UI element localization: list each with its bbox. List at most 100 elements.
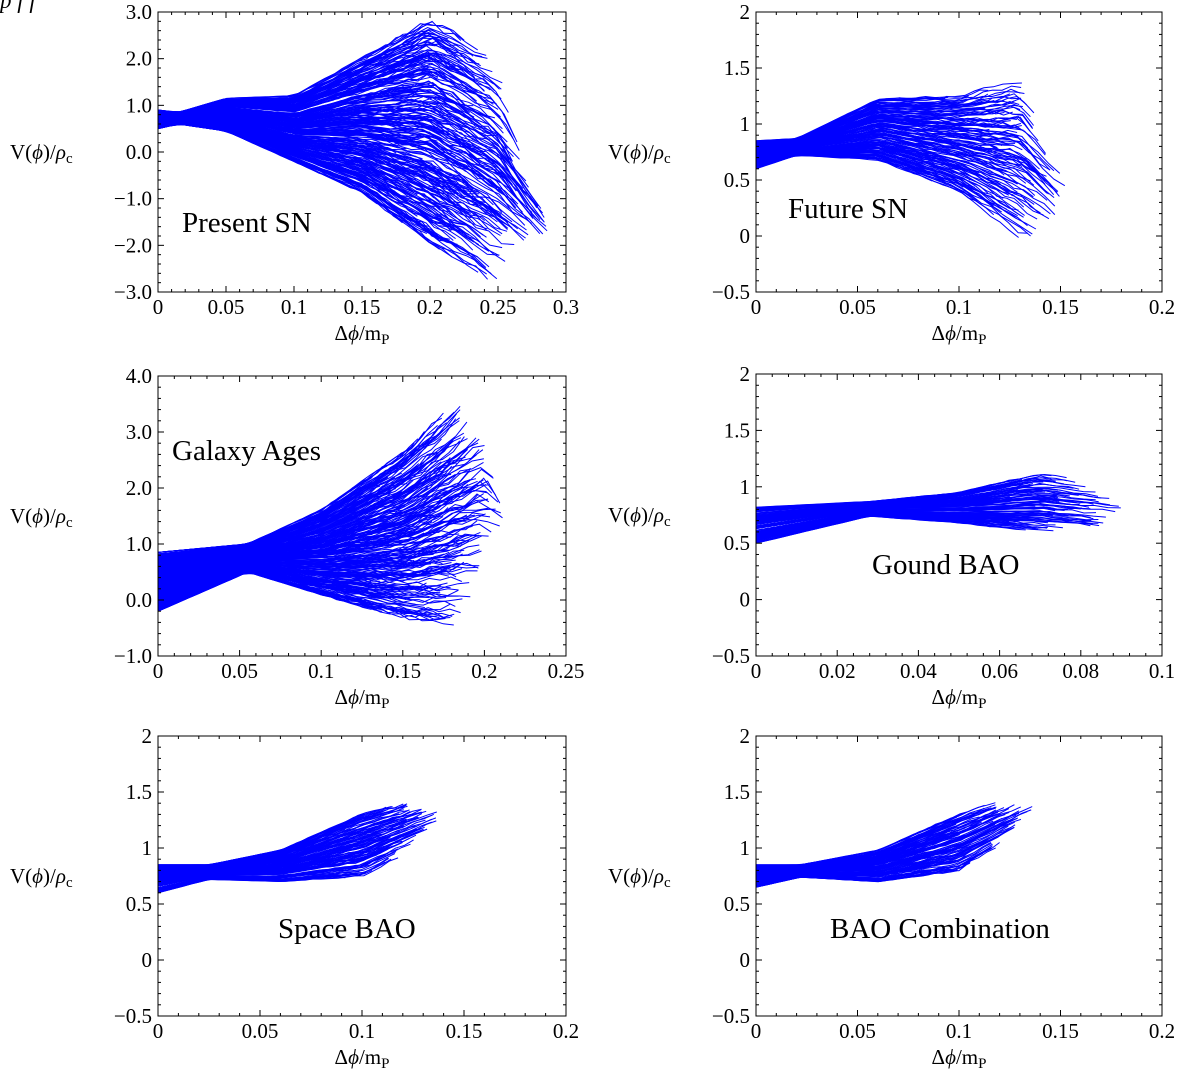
curve	[756, 154, 978, 202]
curve	[756, 812, 995, 870]
curve	[158, 506, 352, 563]
curve	[158, 500, 503, 583]
y-tick-label: 0.0	[126, 140, 152, 164]
x-tick-label: 0	[751, 659, 762, 683]
x-tick-label: 0	[153, 659, 164, 683]
x-tick-label: 0.1	[308, 659, 334, 683]
curve	[158, 570, 372, 609]
y-axis-label: V(ϕ)/ρc	[608, 864, 671, 891]
curve	[158, 551, 462, 593]
panel-annotation: Galaxy Ages	[172, 435, 321, 467]
x-tick-label: 0.15	[384, 659, 421, 683]
curve	[756, 478, 1019, 508]
curve	[158, 477, 396, 560]
y-tick-label: 2	[740, 0, 751, 24]
x-tick-label: 0	[751, 1019, 762, 1043]
x-tick-label: 0.05	[242, 1019, 279, 1043]
x-tick-label: 0.08	[1062, 659, 1099, 683]
curve	[158, 23, 462, 113]
curve	[756, 510, 1094, 533]
y-tick-label: 2	[740, 362, 751, 386]
x-tick-label: 0.06	[981, 659, 1018, 683]
y-tick-label: 0	[740, 948, 751, 972]
curve	[158, 421, 468, 561]
curve	[158, 97, 508, 149]
curve	[756, 515, 999, 544]
curve	[756, 824, 978, 873]
curve	[756, 502, 1085, 527]
line-bundle	[158, 803, 437, 894]
y-tick-label: 2	[142, 724, 153, 748]
curve	[756, 143, 1002, 185]
y-tick-label: 0.5	[724, 531, 750, 555]
x-tick-label: 0.2	[553, 1019, 579, 1043]
y-tick-label: −1.0	[114, 187, 152, 211]
x-tick-label: 0.2	[1149, 295, 1175, 319]
curve	[756, 129, 1060, 197]
curve	[158, 449, 484, 570]
x-axis-label: Δϕ/mP	[335, 321, 390, 348]
y-tick-label: −0.5	[114, 1004, 152, 1028]
y-tick-label: 1	[740, 836, 751, 860]
curve	[158, 512, 485, 585]
curve	[158, 120, 460, 207]
curve	[158, 816, 419, 876]
curve	[158, 567, 407, 603]
x-tick-label: 0.15	[446, 1019, 483, 1043]
line-bundle	[756, 802, 1033, 888]
y-tick-label: 0.0	[126, 588, 152, 612]
x-tick-label: 0.1	[1149, 659, 1175, 683]
curve	[158, 569, 392, 607]
y-tick-label: 1	[740, 475, 751, 499]
curve	[756, 100, 957, 143]
curve	[756, 816, 958, 866]
x-tick-label: 0.02	[819, 659, 856, 683]
x-axis-label: Δϕ/mP	[932, 685, 987, 712]
x-tick-label: 0.1	[349, 1019, 375, 1043]
curve	[158, 834, 401, 882]
curve	[756, 146, 1025, 208]
curve	[756, 497, 1081, 524]
y-axis-label: V(ϕ)/ρc	[608, 140, 671, 167]
y-tick-label: 2.0	[126, 476, 152, 500]
curve	[756, 867, 943, 886]
curve	[158, 80, 503, 130]
curve	[158, 43, 460, 114]
curve	[158, 535, 469, 590]
x-tick-label: 0.25	[480, 295, 517, 319]
panel-annotation: Future SN	[788, 193, 908, 225]
x-tick-label: 0.15	[1042, 1019, 1079, 1043]
x-tick-label: 0.2	[1149, 1019, 1175, 1043]
y-axis-label: V(ϕ)/ρc	[10, 864, 73, 891]
y-tick-label: 0	[142, 948, 153, 972]
curve	[158, 116, 523, 213]
x-tick-label: 0.15	[1042, 295, 1079, 319]
x-axis-label: Δϕ/mP	[335, 685, 390, 712]
x-tick-label: 0.05	[208, 295, 245, 319]
curve	[756, 150, 934, 170]
y-tick-label: 3.0	[126, 0, 152, 24]
curve	[756, 133, 1007, 167]
curve	[756, 484, 1031, 514]
y-axis-label: V(ϕ)/ρc	[10, 504, 73, 531]
curve	[756, 514, 1034, 540]
curve	[158, 494, 353, 556]
x-tick-label: 0.3	[553, 295, 579, 319]
curve	[756, 841, 992, 884]
x-tick-label: 0.2	[417, 295, 443, 319]
curve	[756, 835, 966, 875]
curve	[756, 511, 1099, 534]
x-tick-label: 0.2	[471, 659, 497, 683]
y-tick-label: −0.5	[712, 280, 750, 304]
curve	[158, 123, 488, 280]
curve	[756, 867, 903, 883]
curve	[158, 826, 425, 884]
curve	[756, 128, 1047, 177]
y-tick-label: 1.0	[126, 93, 152, 117]
curve	[158, 545, 462, 591]
y-tick-label: 1.5	[126, 780, 152, 804]
curve	[756, 122, 1051, 171]
curve	[158, 45, 500, 114]
x-tick-label: 0.1	[946, 1019, 972, 1043]
